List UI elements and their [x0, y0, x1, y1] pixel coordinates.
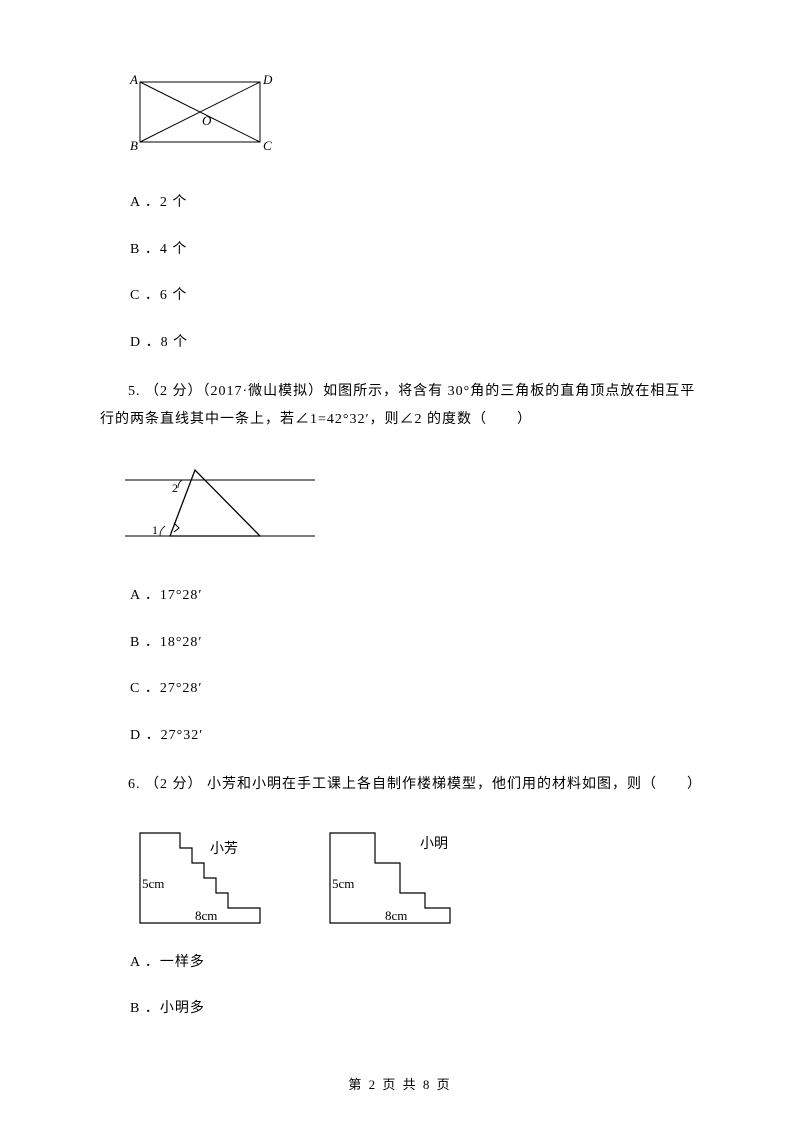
svg-text:8cm: 8cm: [385, 908, 407, 923]
svg-text:O: O: [202, 113, 212, 128]
page-footer: 第 2 页 共 8 页: [0, 1075, 800, 1096]
svg-text:5cm: 5cm: [142, 876, 164, 891]
svg-text:小明: 小明: [420, 836, 448, 852]
q5-option-a: A ．17°28′: [100, 585, 700, 607]
q6-option-b: B ．小明多: [100, 998, 700, 1020]
q4-option-d: D ．8 个: [100, 332, 700, 354]
q4-option-a: A ．2 个: [100, 192, 700, 214]
q5-option-b: B ．18°28′: [100, 632, 700, 654]
svg-text:8cm: 8cm: [195, 908, 217, 923]
q6-option-a: A ．一样多: [100, 952, 700, 974]
q5-option-d: D ．27°32′: [100, 725, 700, 747]
rectangle-diagram: A B C D O: [120, 70, 275, 160]
svg-text:C: C: [263, 138, 272, 153]
q4-option-b: B ．4 个: [100, 239, 700, 261]
page-content: A B C D O A ．2 个 B ．4 个 C ．6 个 D ．8 个 5.…: [0, 0, 800, 1085]
triangle-parallel-diagram: 1 2: [120, 458, 320, 553]
svg-text:B: B: [130, 138, 138, 153]
svg-text:A: A: [129, 72, 138, 87]
q6-figures: 小芳 5cm 8cm 小明 5cm 8cm: [100, 823, 700, 928]
svg-text:2: 2: [172, 481, 178, 495]
svg-text:5cm: 5cm: [332, 876, 354, 891]
q5-text: 5. （2 分）（2017·微山模拟）如图所示，将含有 30°角的三角板的直角顶…: [100, 378, 700, 434]
svg-text:D: D: [262, 72, 273, 87]
svg-text:1: 1: [152, 523, 158, 537]
staircase-xiaoming: 小明 5cm 8cm: [320, 823, 470, 928]
q4-figure: A B C D O: [100, 70, 700, 168]
q4-option-c: C ．6 个: [100, 285, 700, 307]
staircase-xiaofang: 小芳 5cm 8cm: [130, 823, 280, 928]
q6-text: 6. （2 分） 小芳和小明在手工课上各自制作楼梯模型，他们用的材料如图，则（ …: [100, 771, 700, 799]
svg-text:小芳: 小芳: [210, 840, 238, 857]
q5-figure: 1 2: [100, 458, 700, 561]
q5-option-c: C ．27°28′: [100, 678, 700, 700]
